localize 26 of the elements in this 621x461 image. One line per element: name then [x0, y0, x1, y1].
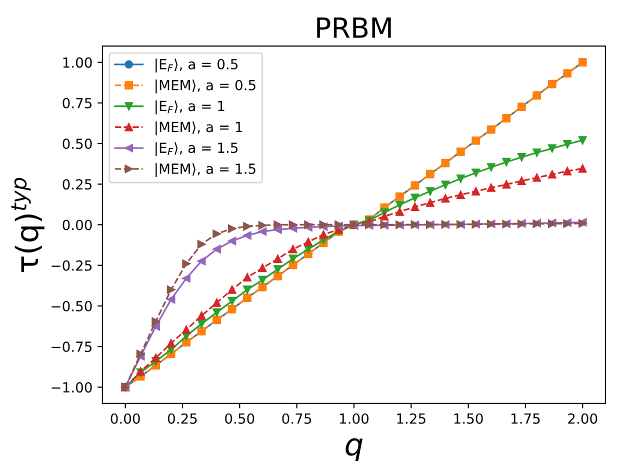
legend-label: |E$_{F}$⟩, a = 0.5: [156, 58, 238, 72]
x-tick-label: 0.25: [168, 413, 197, 424]
y-tick-label: 0.00: [62, 220, 92, 230]
y-tick-label: −1.00: [52, 382, 92, 393]
y-tick-label: 0.50: [62, 138, 92, 150]
y-tick-label: 1.00: [63, 57, 92, 68]
legend-label: |E$_{F}$⟩, a = 1.5: [156, 142, 238, 156]
y-tick-label: 0.75: [62, 98, 92, 108]
x-tick-label: 2.00: [568, 413, 598, 424]
legend-label: |E$_{F}$⟩, a = 1: [156, 100, 224, 114]
x-tick-label: 1.75: [512, 414, 540, 424]
chart-title: PRBM: [317, 18, 391, 38]
y-axis-title: τ(q)$^{typ}$: [11, 178, 44, 272]
y-tick-label: −0.50: [52, 300, 92, 312]
x-tick-label: 1.00: [340, 413, 369, 424]
y-tick-label: −0.75: [52, 342, 92, 352]
x-tick-label: 0.00: [110, 413, 140, 424]
y-tick-label: −0.25: [52, 260, 92, 271]
x-tick-label: 1.25: [397, 413, 426, 424]
x-tick-label: 0.50: [225, 413, 254, 424]
legend-label: |MEM⟩, a = 1.5: [156, 163, 256, 178]
legend-label: |MEM⟩, a = 1: [156, 121, 242, 136]
x-tick-label: 1.50: [454, 413, 483, 424]
y-tick-label: 0.25: [62, 179, 92, 190]
legend-label: |MEM⟩, a = 0.5: [156, 80, 256, 94]
x-tick-label: 0.75: [282, 413, 312, 424]
